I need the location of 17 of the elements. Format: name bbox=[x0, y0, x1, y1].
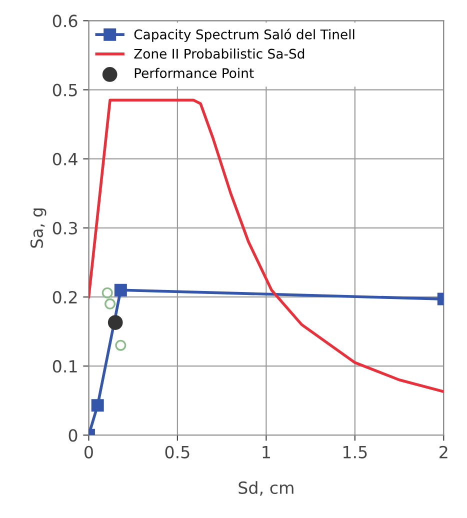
legend-label: Performance Point bbox=[134, 68, 254, 78]
y-axis-title: Sa, g bbox=[30, 208, 46, 248]
y-tick-label: 0.2 bbox=[52, 290, 77, 304]
x-axis-title: Sd, cm bbox=[238, 481, 294, 496]
y-tick-label: 0.6 bbox=[52, 14, 78, 28]
y-tick-label: 0.1 bbox=[52, 360, 77, 373]
y-tick-label: 0 bbox=[68, 429, 78, 442]
y-tick-label: 0.3 bbox=[52, 222, 77, 234]
x-tick-label: 2 bbox=[440, 446, 448, 458]
x-tick-label: 1.5 bbox=[344, 446, 367, 458]
y-tick-label: 0.5 bbox=[52, 84, 77, 96]
x-tick-label: 0 bbox=[84, 446, 93, 458]
legend-label: Zone II Probabilistic Sa-Sd bbox=[134, 48, 304, 59]
y-tick-label: 0.4 bbox=[52, 152, 78, 166]
x-tick-label: 0.5 bbox=[165, 446, 190, 458]
legend-label: Capacity Spectrum Saló del Tinell bbox=[134, 28, 354, 42]
x-tick-label: 1 bbox=[262, 446, 270, 458]
